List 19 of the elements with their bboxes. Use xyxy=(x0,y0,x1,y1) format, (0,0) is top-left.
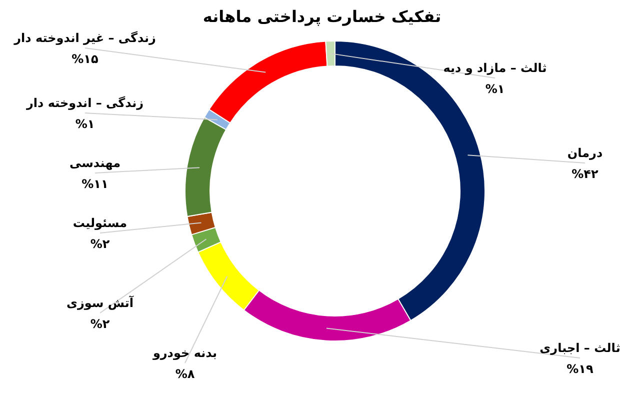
slice-label: درمان xyxy=(567,146,603,160)
data-label: %۱ xyxy=(485,82,505,96)
data-label: %۲ xyxy=(90,237,110,251)
slice-label: مسئولیت xyxy=(72,216,128,230)
data-label: %۱ xyxy=(75,117,95,131)
data-label: %۱۱ xyxy=(82,177,108,191)
slice-label: ثالث – اجباری xyxy=(540,341,620,355)
data-label: %۲ xyxy=(90,317,110,331)
slice-label: زندگی – غیر اندوخته دار xyxy=(13,31,156,45)
data-label: %۴۲ xyxy=(572,167,600,181)
data-label: %۱۹ xyxy=(566,362,594,376)
slice-label: مهندسی xyxy=(69,156,121,170)
slice-label: زندگی – اندوخته دار xyxy=(25,96,144,110)
data-label: %۱۵ xyxy=(72,52,98,66)
chart-title: تفکیک خسارت پرداختی ماهانه xyxy=(202,7,442,26)
slice-label: ثالث – مازاد و دیه xyxy=(443,61,547,75)
slice-label: بدنه خودرو xyxy=(152,346,218,360)
data-label: %۸ xyxy=(175,367,196,381)
slice-label: آتش سوزی xyxy=(66,295,134,310)
